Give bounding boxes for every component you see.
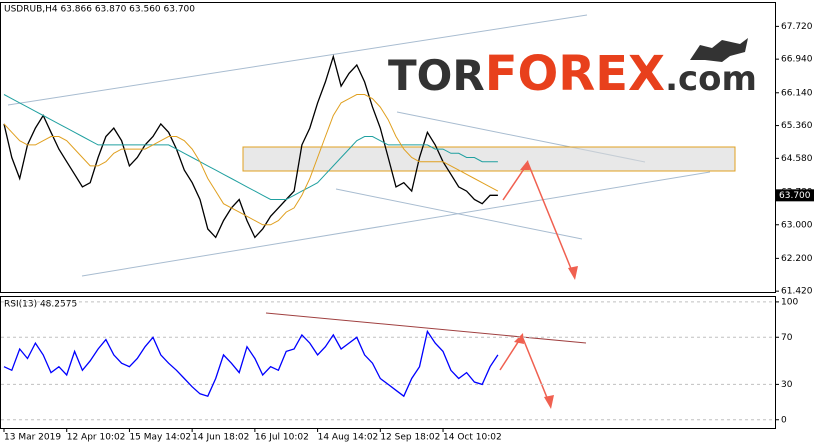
y-tick-label: 100: [781, 297, 798, 307]
arrow-head: [544, 395, 554, 409]
x-tick-label: 14 Oct 10:02: [443, 433, 502, 443]
trend-line: [335, 188, 583, 240]
x-tick-label: 12 Sep 18:02: [380, 433, 440, 443]
y-tick-label: 70: [781, 333, 793, 343]
series-line: [3, 54, 498, 239]
y-tick-label: 65.360: [781, 121, 813, 131]
y-tick-label: 64.580: [781, 154, 813, 164]
trend-line: [81, 171, 711, 277]
price-panel: [0, 2, 776, 293]
rsi-panel: [0, 296, 776, 429]
last-price-box: [776, 189, 814, 202]
series-line: [3, 94, 498, 200]
y-tick-label: 62.200: [781, 254, 813, 264]
trend-line: [265, 312, 587, 344]
x-tick-label: 16 Jul 10:02: [255, 433, 309, 443]
chart-title: USDRUB,H4 63.866 63.870 63.560 63.700: [4, 5, 195, 15]
logo: TORFOREX.com: [388, 46, 757, 102]
series-line: [3, 94, 499, 226]
arrow-head: [514, 333, 524, 344]
y-tick-label: 67.720: [781, 22, 813, 32]
x-tick-label: 14 Jun 18:02: [192, 433, 249, 443]
y-tick-label: 63.000: [781, 220, 813, 230]
arrow: [527, 162, 575, 277]
x-tick-label: 14 Aug 14:02: [318, 433, 379, 443]
logo-part: .com: [665, 59, 757, 99]
x-tick-label: 15 May 14:02: [129, 433, 191, 443]
zone: [242, 146, 736, 172]
x-tick-label: 12 Apr 10:02: [67, 433, 126, 443]
logo-icon: [690, 38, 748, 62]
x-tick-label: 13 Mar 2019: [4, 433, 61, 443]
trend-line: [7, 14, 588, 106]
logo-part: FOREX: [485, 46, 665, 102]
arrow: [521, 335, 551, 406]
rsi-title: RSI(13) 48.2575: [4, 300, 77, 310]
arrow-head: [520, 160, 530, 170]
annotations: [7, 14, 736, 409]
series-line: [3, 329, 499, 398]
arrow-head: [568, 266, 578, 280]
y-tick-label: 0: [781, 415, 787, 425]
y-tick-label: 61.420: [781, 287, 813, 297]
y-tick-label: 66.940: [781, 55, 813, 65]
logo-part: TOR: [388, 51, 485, 100]
y-tick-label: 66.140: [781, 88, 813, 98]
last-price-label: 63.700: [779, 191, 811, 201]
y-tick-label: 30: [781, 380, 793, 390]
